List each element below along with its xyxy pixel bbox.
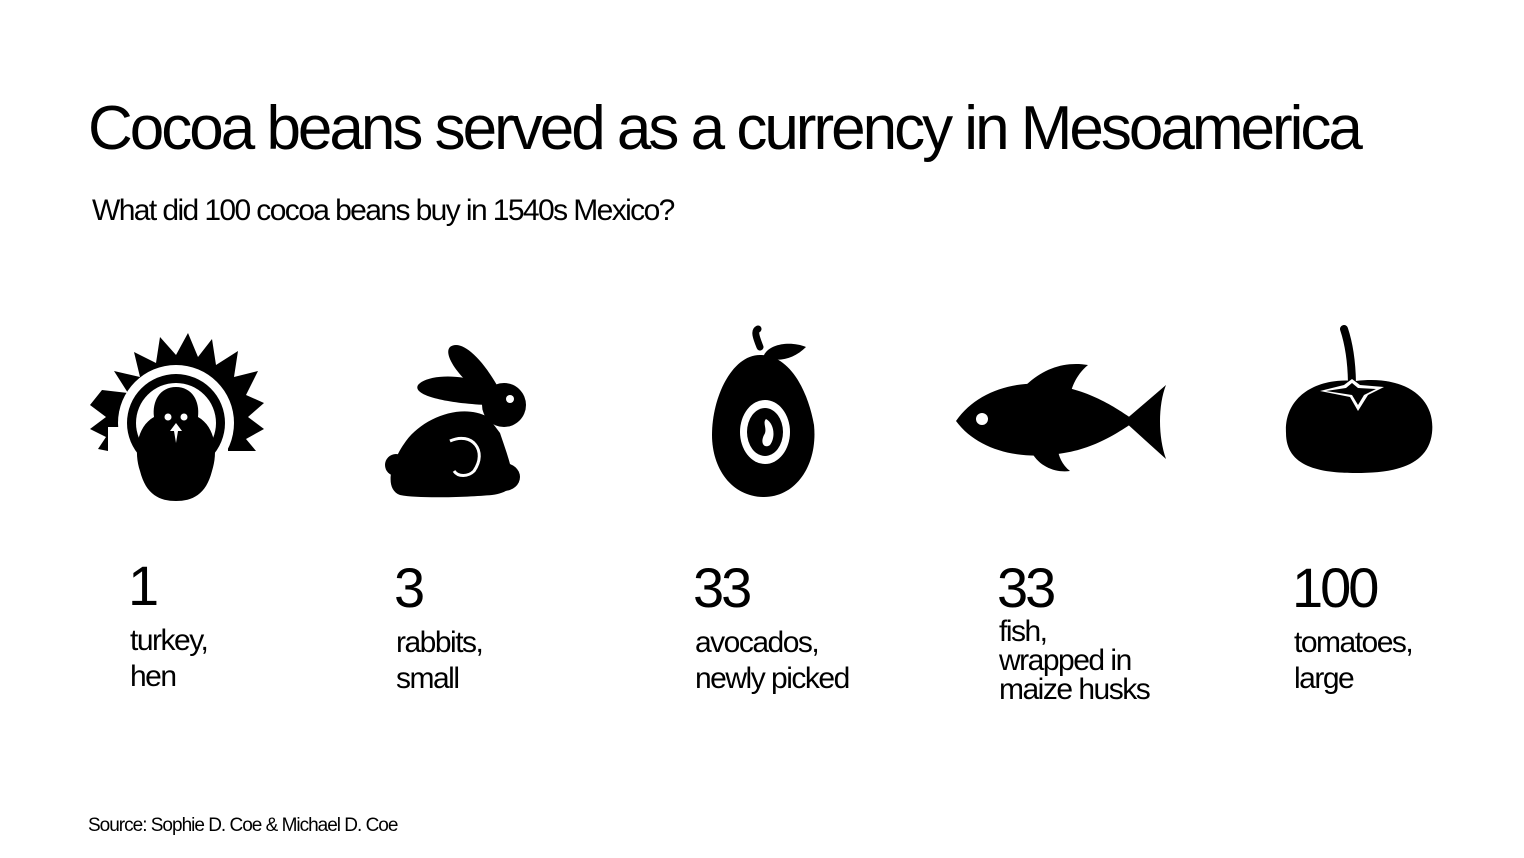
item-desc-turkey: turkey, hen (130, 623, 209, 695)
quantity-tomato: 100 (1292, 556, 1379, 619)
item-desc-line: rabbits, (396, 626, 484, 659)
quantity-turkey: 1 (128, 554, 159, 617)
page-title: Cocoa beans served as a currency in Meso… (88, 94, 1363, 163)
item-desc-rabbit: rabbits, small (396, 625, 484, 697)
item-desc-fish: fish, wrapped in maize husks (999, 615, 1151, 706)
item-desc-avocado: avocados, newly picked (695, 625, 850, 697)
item-desc-line: fish, (999, 615, 1048, 648)
fish-icon (952, 325, 1172, 510)
item-desc-line: small (396, 662, 460, 695)
item-desc-line: hen (130, 660, 177, 693)
item-desc-line: turkey, (130, 624, 209, 657)
tomato-icon (1280, 325, 1460, 510)
item-desc-line: wrapped in (999, 644, 1132, 677)
item-desc-line: avocados, (695, 626, 820, 659)
rabbit-icon (380, 325, 560, 510)
quantity-rabbit: 3 (394, 556, 425, 619)
turkey-icon (88, 325, 268, 510)
source-note: Source: Sophie D. Coe & Michael D. Coe (88, 815, 398, 836)
quantity-fish: 33 (997, 556, 1056, 619)
item-desc-line: large (1294, 662, 1355, 695)
item-desc-line: tomatoes, (1294, 626, 1414, 659)
item-desc-line: newly picked (695, 662, 850, 695)
item-desc-tomato: tomatoes, large (1294, 625, 1414, 697)
item-desc-line: maize husks (999, 673, 1151, 706)
quantity-avocado: 33 (693, 556, 752, 619)
avocado-icon (672, 325, 852, 510)
page-subtitle: What did 100 cocoa beans buy in 1540s Me… (92, 194, 675, 227)
